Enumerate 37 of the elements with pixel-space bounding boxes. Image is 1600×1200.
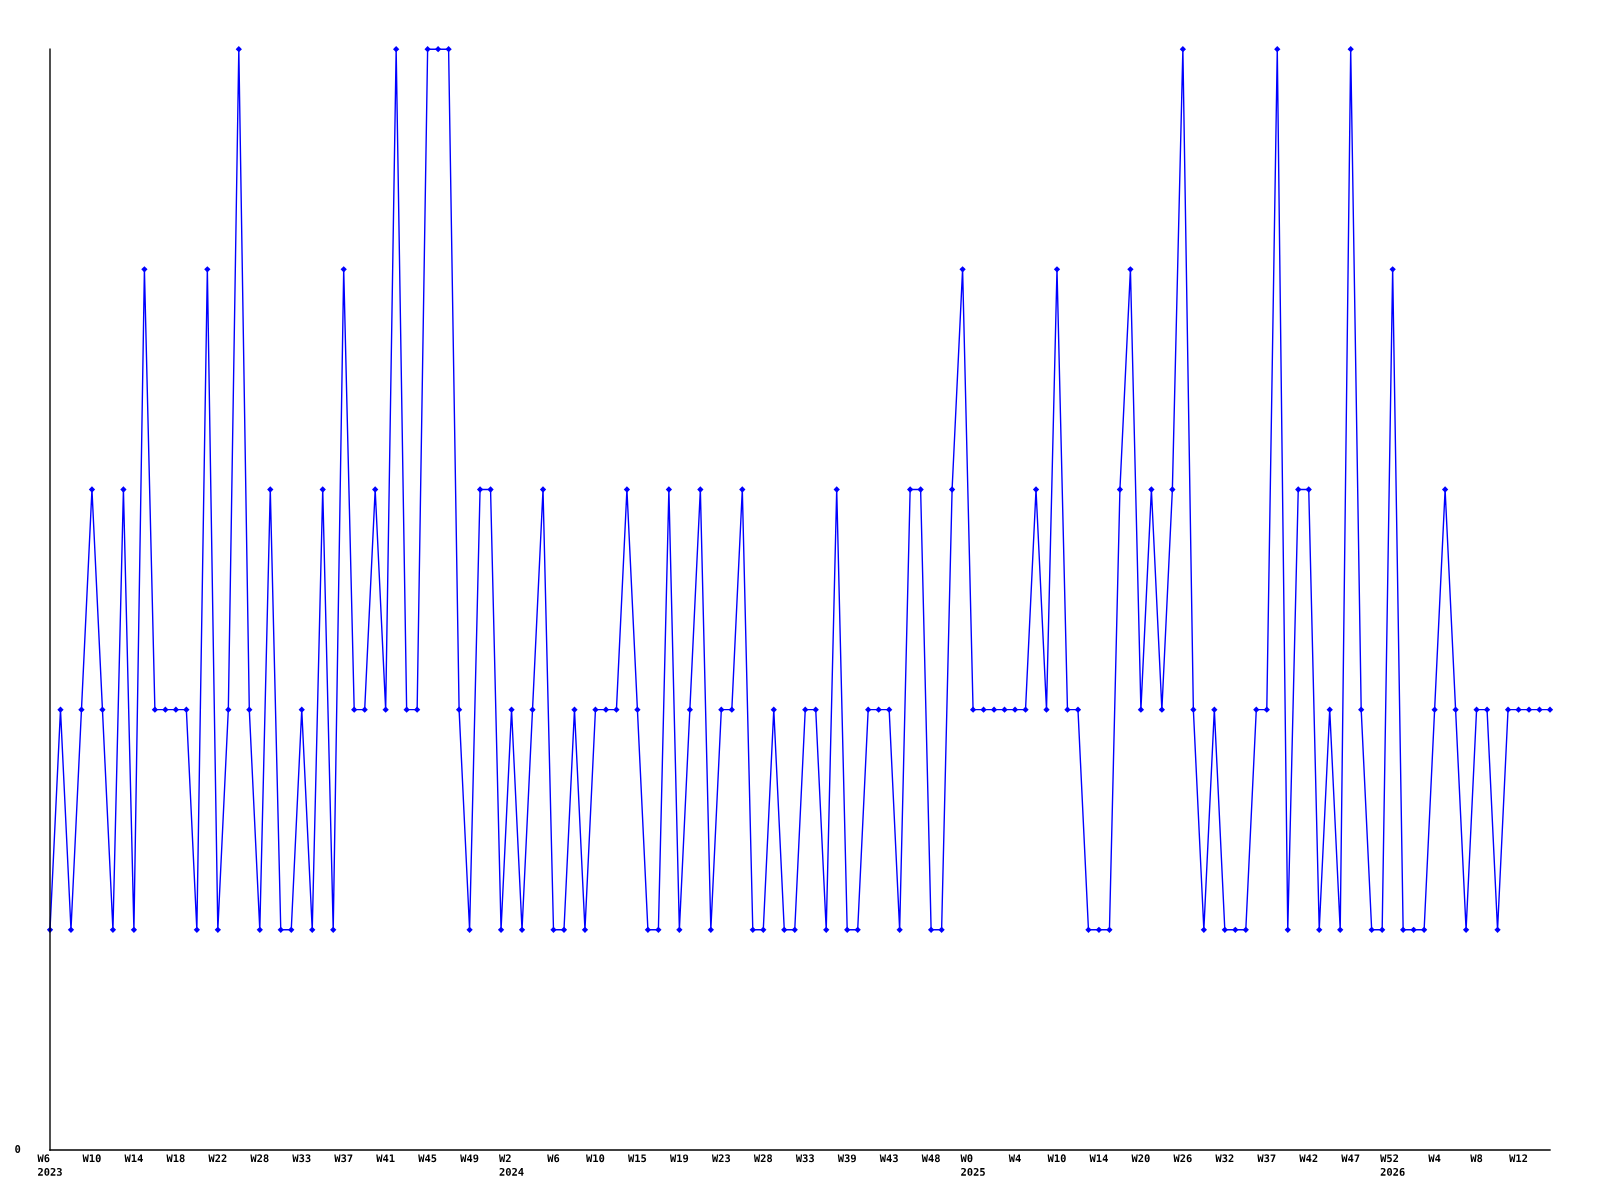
x-tick-label: W12 (1509, 1154, 1528, 1163)
x-tick-label: W52 2026 (1380, 1154, 1405, 1176)
x-tick-label: W47 (1341, 1154, 1360, 1163)
x-tick-label: W28 (753, 1154, 773, 1163)
x-tick-label: W32 (1215, 1154, 1234, 1163)
x-tick-label: W45 (418, 1154, 437, 1163)
x-tick-label: W39 (837, 1154, 856, 1163)
x-tick-label: W10 (1047, 1154, 1066, 1163)
x-tick-label: W4 (1008, 1154, 1021, 1163)
x-tick-label: W33 (292, 1154, 311, 1163)
x-tick-label: W26 (1173, 1154, 1192, 1163)
x-tick-label: W14 (124, 1154, 143, 1163)
x-tick-label: W6 (547, 1154, 560, 1163)
x-tick-label: W10 (82, 1154, 101, 1163)
x-tick-label: W15 (628, 1154, 647, 1163)
x-tick-label: W14 (1089, 1154, 1108, 1163)
x-tick-label: W42 (1299, 1154, 1318, 1163)
x-tick-label: W18 (166, 1154, 185, 1163)
x-tick-label: W0 2025 (960, 1154, 985, 1176)
x-tick-label: W20 (1131, 1154, 1150, 1163)
x-tick-label: W6 2023 (37, 1154, 62, 1176)
x-tick-label: W41 (376, 1154, 395, 1163)
x-tick-label: W37 (1257, 1154, 1276, 1163)
x-tick-label: W23 (711, 1154, 731, 1163)
x-tick-label: W37 (334, 1154, 353, 1163)
x-tick-label: W2 2024 (499, 1154, 524, 1176)
x-tick-label: W8 (1470, 1154, 1483, 1163)
x-tick-label: W48 (921, 1154, 940, 1163)
x-tick-label: W19 (669, 1154, 689, 1163)
x-tick-label: W43 (879, 1154, 898, 1163)
x-tick-label: W10 (586, 1154, 605, 1163)
x-tick-label: W4 (1428, 1154, 1441, 1163)
text: 0 (15, 1145, 21, 1153)
x-tick-label: W49 (460, 1154, 479, 1163)
x-tick-label: W22 (208, 1154, 227, 1163)
x-tick-label: W33 (795, 1154, 814, 1163)
x-tick-label: W28 (250, 1154, 269, 1163)
